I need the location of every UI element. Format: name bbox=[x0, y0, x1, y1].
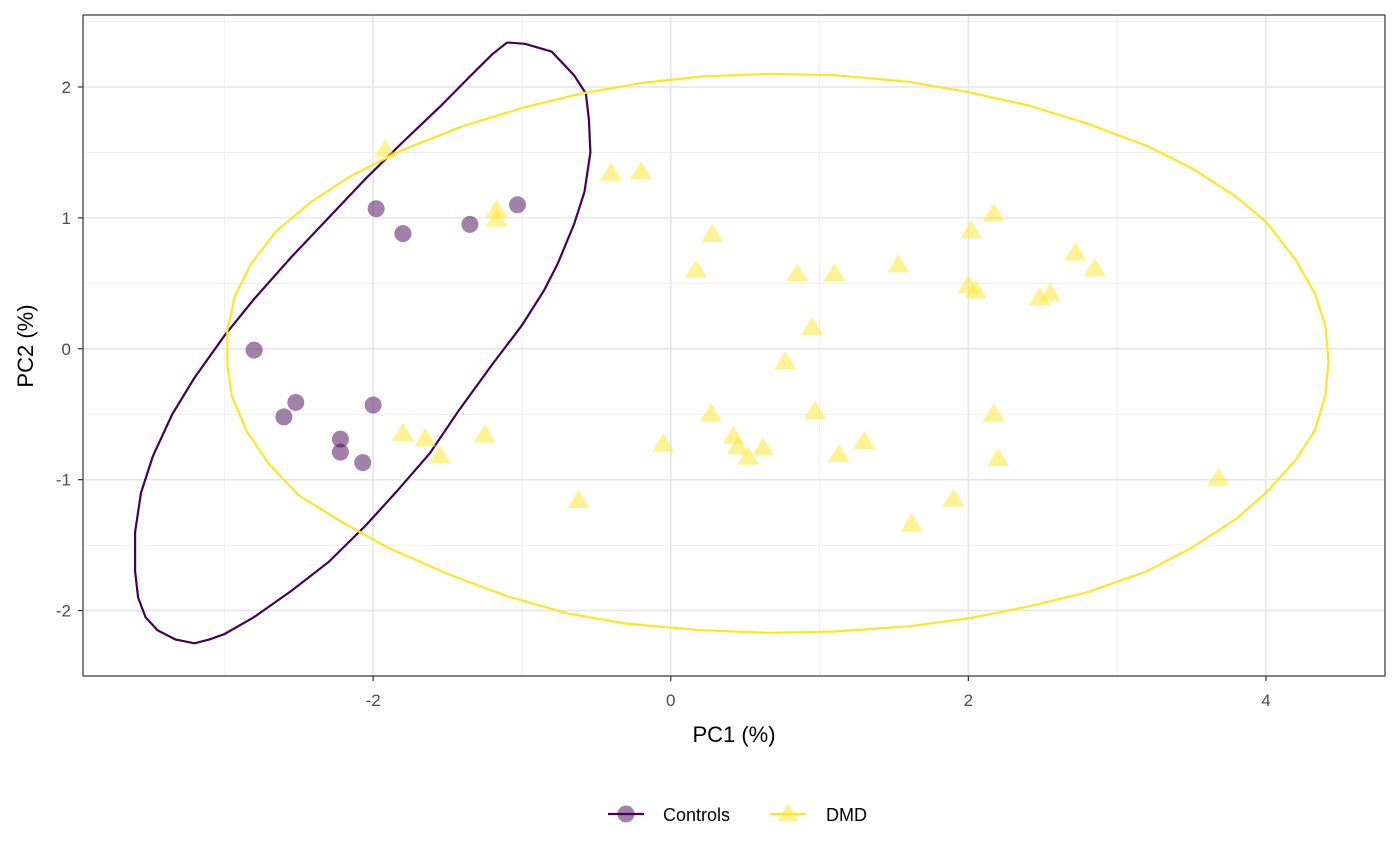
point-dmd bbox=[473, 424, 496, 443]
x-tick-label: 0 bbox=[666, 691, 675, 710]
point-dmd bbox=[982, 203, 1005, 222]
y-tick-label: 2 bbox=[62, 78, 71, 97]
y-axis-title: PC2 (%) bbox=[13, 304, 38, 387]
point-dmd bbox=[987, 447, 1010, 467]
point-dmd bbox=[414, 428, 437, 447]
point-dmd bbox=[630, 161, 652, 180]
y-tick-label: 1 bbox=[62, 209, 71, 228]
point-controls bbox=[367, 200, 385, 218]
point-controls bbox=[461, 215, 479, 233]
point-dmd bbox=[774, 350, 797, 370]
point-dmd bbox=[652, 433, 675, 452]
point-controls bbox=[354, 454, 372, 472]
point-dmd bbox=[1064, 242, 1087, 261]
y-tick-label: -2 bbox=[56, 602, 71, 621]
point-dmd bbox=[701, 223, 724, 243]
point-controls bbox=[287, 393, 305, 411]
point-dmd bbox=[1083, 258, 1106, 277]
point-controls bbox=[275, 408, 293, 426]
x-tick-label: 4 bbox=[1261, 691, 1270, 710]
point-dmd bbox=[374, 138, 397, 158]
point-dmd bbox=[853, 430, 876, 450]
point-controls bbox=[508, 196, 526, 214]
plot-panel-background bbox=[83, 15, 1385, 676]
point-controls bbox=[364, 396, 382, 414]
point-dmd bbox=[485, 208, 508, 227]
point-dmd bbox=[737, 446, 760, 465]
ellipse-controls bbox=[134, 41, 592, 645]
point-dmd bbox=[960, 220, 983, 239]
point-dmd bbox=[823, 263, 846, 282]
legend-label-dmd: DMD bbox=[826, 805, 867, 825]
point-controls bbox=[394, 225, 412, 243]
point-dmd bbox=[942, 488, 965, 507]
legend-key-marker-controls bbox=[617, 805, 635, 823]
y-axis-ticks: -2 -1 0 1 2 bbox=[56, 78, 83, 621]
point-controls bbox=[331, 430, 349, 448]
grid-minor bbox=[83, 15, 1385, 677]
legend-key-marker-dmd bbox=[777, 803, 799, 822]
point-dmd bbox=[804, 400, 827, 419]
point-dmd bbox=[786, 263, 809, 282]
point-dmd bbox=[900, 513, 923, 532]
point-dmd bbox=[726, 436, 749, 455]
legend: Controls DMD bbox=[608, 803, 867, 825]
point-dmd bbox=[567, 489, 590, 508]
y-tick-label: 0 bbox=[62, 340, 71, 359]
point-dmd bbox=[801, 316, 824, 336]
point-dmd bbox=[827, 443, 850, 463]
point-dmd bbox=[1207, 467, 1230, 486]
grid-major bbox=[83, 15, 1385, 676]
confidence-ellipses bbox=[134, 41, 1330, 645]
point-dmd bbox=[485, 199, 508, 218]
ellipse-dmd bbox=[226, 72, 1330, 634]
point-dmd bbox=[685, 259, 708, 278]
x-axis-ticks: -2 0 2 4 bbox=[366, 676, 1271, 710]
point-dmd bbox=[1039, 282, 1062, 302]
legend-label-controls: Controls bbox=[663, 805, 730, 825]
point-controls bbox=[331, 443, 349, 461]
plot-panel-border bbox=[82, 14, 1386, 677]
point-dmd bbox=[982, 403, 1005, 422]
point-dmd bbox=[429, 445, 452, 464]
point-dmd bbox=[699, 403, 722, 422]
point-dmd bbox=[964, 280, 987, 299]
y-tick-label: -1 bbox=[56, 471, 71, 490]
point-controls bbox=[245, 341, 263, 359]
x-tick-label: 2 bbox=[964, 691, 973, 710]
point-dmd bbox=[752, 437, 775, 456]
point-dmd bbox=[391, 422, 414, 442]
x-tick-label: -2 bbox=[366, 691, 381, 710]
x-axis-title: PC1 (%) bbox=[692, 722, 775, 747]
point-dmd bbox=[887, 254, 910, 273]
data-points bbox=[245, 138, 1230, 532]
point-dmd bbox=[600, 162, 623, 181]
